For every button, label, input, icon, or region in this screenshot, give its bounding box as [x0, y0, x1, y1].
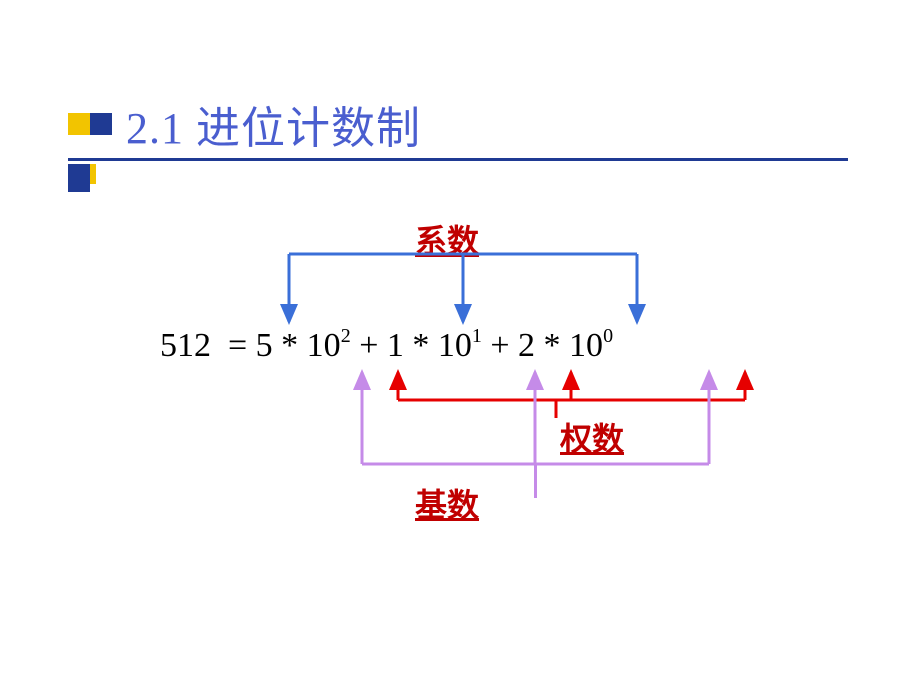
- label-base: 基数: [415, 480, 479, 526]
- bullet-square-yellow: [68, 113, 90, 135]
- label-coefficient: 系数: [415, 216, 479, 262]
- title-accent-block: [68, 164, 90, 192]
- equation-text: 512 = 5 * 102 + 1 * 101 + 2 * 100: [160, 327, 613, 364]
- title-accent-side: [90, 164, 96, 184]
- slide-title-block: 2.1 进位计数制: [68, 92, 421, 156]
- equation-row: 512 = 5 * 102 + 1 * 101 + 2 * 100: [160, 327, 613, 365]
- slide-title: 2.1 进位计数制: [126, 92, 421, 156]
- label-weight: 权数: [560, 414, 624, 460]
- bullet-square-navy: [90, 113, 112, 135]
- title-underline: [68, 158, 848, 161]
